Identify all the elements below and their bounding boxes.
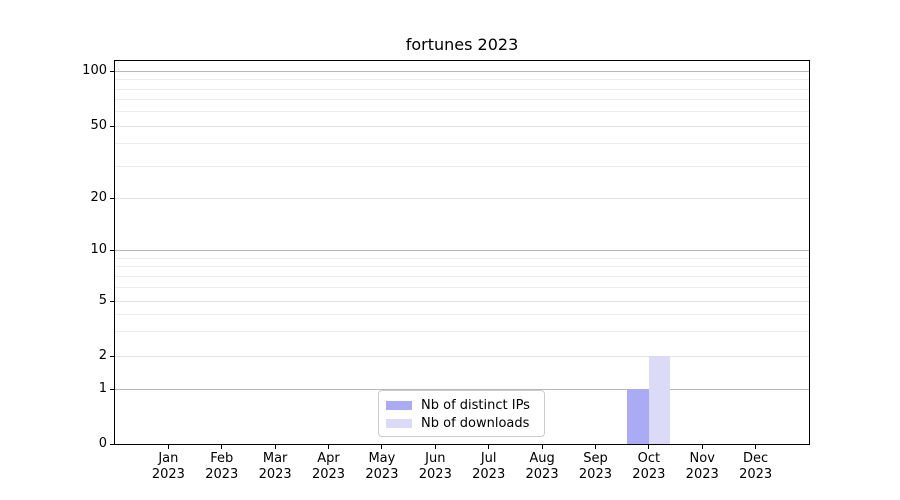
x-tick-mark [167, 444, 169, 449]
x-tick-mark [541, 444, 543, 449]
y-tick-mark [110, 444, 115, 445]
chart-title: fortunes 2023 [405, 35, 519, 54]
x-tick-label: Mar 2023 [258, 451, 292, 482]
legend-entry-distinct-ips: Nb of distinct IPs [386, 396, 544, 414]
y-tick-label: 0 [98, 436, 107, 451]
x-tick-label: Sep 2023 [578, 451, 612, 482]
x-tick-mark [434, 444, 436, 449]
x-tick-label: Jul 2023 [472, 451, 506, 482]
bar-downloads-oct [648, 355, 671, 444]
x-tick-mark [701, 444, 703, 449]
minor-gridline [115, 275, 809, 277]
y-tick-label: 2 [98, 347, 107, 363]
minor-gridline [115, 143, 809, 145]
minor-gridline [115, 88, 809, 90]
y-tick-mark [110, 389, 115, 390]
legend-entry-downloads: Nb of downloads [386, 414, 544, 432]
x-tick-mark [488, 444, 490, 449]
y-tick-label: 10 [90, 242, 107, 257]
gridline [115, 300, 809, 302]
x-tick-label: Oct 2023 [632, 451, 666, 482]
x-tick-mark [274, 444, 276, 449]
minor-gridline [115, 165, 809, 167]
y-tick-label: 1 [98, 381, 107, 396]
minor-gridline [115, 331, 809, 333]
gridline [115, 125, 809, 127]
x-tick-mark [381, 444, 383, 449]
x-tick-label: Dec 2023 [739, 451, 773, 482]
legend: Nb of distinct IPs Nb of downloads [378, 390, 545, 437]
x-tick-label: Feb 2023 [205, 451, 239, 482]
y-tick-mark [110, 71, 115, 72]
minor-gridline [115, 287, 809, 289]
x-tick-mark [221, 444, 223, 449]
x-tick-mark [755, 444, 757, 449]
x-tick-label: Nov 2023 [685, 451, 719, 482]
x-tick-label: Jan 2023 [151, 451, 185, 482]
major-gridline [115, 389, 809, 390]
y-tick-mark [110, 198, 115, 199]
y-tick-label: 5 [98, 292, 107, 308]
legend-label-downloads: Nb of downloads [421, 415, 530, 431]
gridline [115, 198, 809, 199]
y-tick-mark [110, 250, 115, 251]
x-tick-label: Aug 2023 [525, 451, 559, 482]
minor-gridline [115, 79, 809, 81]
x-tick-label: May 2023 [365, 451, 399, 482]
minor-gridline [115, 111, 809, 113]
major-gridline [115, 250, 809, 251]
legend-label-distinct-ips: Nb of distinct IPs [421, 397, 530, 413]
x-tick-mark [648, 444, 650, 449]
x-tick-mark [594, 444, 596, 449]
x-tick-label: Jun 2023 [418, 451, 452, 482]
y-tick-mark [110, 355, 115, 357]
y-tick-label: 50 [90, 117, 107, 133]
bar-distinct-ips-oct [627, 389, 649, 444]
minor-gridline [115, 257, 809, 259]
y-tick-label: 100 [82, 63, 107, 78]
y-tick-mark [110, 300, 115, 302]
y-tick-mark [110, 125, 115, 127]
plot-area [114, 60, 810, 445]
gridline [115, 355, 809, 357]
x-tick-label: Apr 2023 [311, 451, 346, 482]
legend-swatch-distinct-ips [386, 400, 412, 410]
x-tick-mark [328, 444, 330, 449]
minor-gridline [115, 313, 809, 315]
major-gridline [115, 71, 809, 72]
legend-swatch-downloads [386, 418, 412, 428]
minor-gridline [115, 266, 809, 268]
minor-gridline [115, 99, 809, 101]
y-tick-label: 20 [90, 190, 107, 205]
